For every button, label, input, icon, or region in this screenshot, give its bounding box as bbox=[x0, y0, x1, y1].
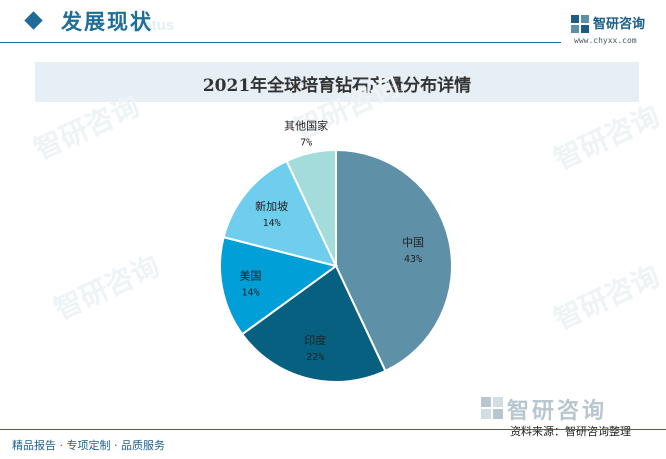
source-logo-icon bbox=[481, 397, 503, 419]
slice-value-4: 7% bbox=[300, 137, 312, 148]
brand-url: www.chyxx.com bbox=[574, 36, 637, 45]
slice-label-1: 印度 bbox=[304, 333, 326, 347]
section-title: 发展现状 bbox=[61, 10, 153, 34]
pie-slice-3 bbox=[222, 159, 338, 268]
slice-value-3: 14% bbox=[263, 218, 281, 229]
pie-slice-1 bbox=[240, 264, 387, 383]
pie-slice-2 bbox=[219, 235, 339, 336]
chart-title: 2021年全球培育钻石产量分布详情 bbox=[202, 76, 472, 96]
brand-logo-icon bbox=[571, 15, 589, 33]
slice-label-2: 美国 bbox=[240, 269, 262, 282]
section-ghost-text: status bbox=[130, 17, 175, 34]
source-brand: 智研咨询 bbox=[507, 399, 608, 424]
header-divider bbox=[0, 42, 561, 43]
slice-value-0: 43% bbox=[404, 254, 422, 265]
pie-slice-0 bbox=[335, 148, 453, 373]
footer-tagline: 精品报告 · 专项定制 · 品质服务 bbox=[12, 439, 165, 452]
chart-title-band: 2021年全球培育钻石产量分布详情 bbox=[35, 62, 639, 102]
source-text: 资料来源：智研咨询整理 bbox=[510, 425, 631, 438]
slice-label-3: 新加坡 bbox=[255, 199, 288, 213]
slice-label-4: 其他国家 bbox=[284, 118, 328, 132]
slice-value-1: 22% bbox=[306, 352, 324, 363]
brand-name: 智研咨询 bbox=[593, 17, 646, 32]
slice-value-2: 14% bbox=[242, 287, 260, 298]
section-header: status 发展现状 智研咨询 www.chyxx.com bbox=[0, 0, 666, 46]
footer-divider bbox=[0, 429, 666, 430]
pie-slice-4 bbox=[285, 148, 337, 267]
slice-label-0: 中国 bbox=[402, 236, 424, 249]
